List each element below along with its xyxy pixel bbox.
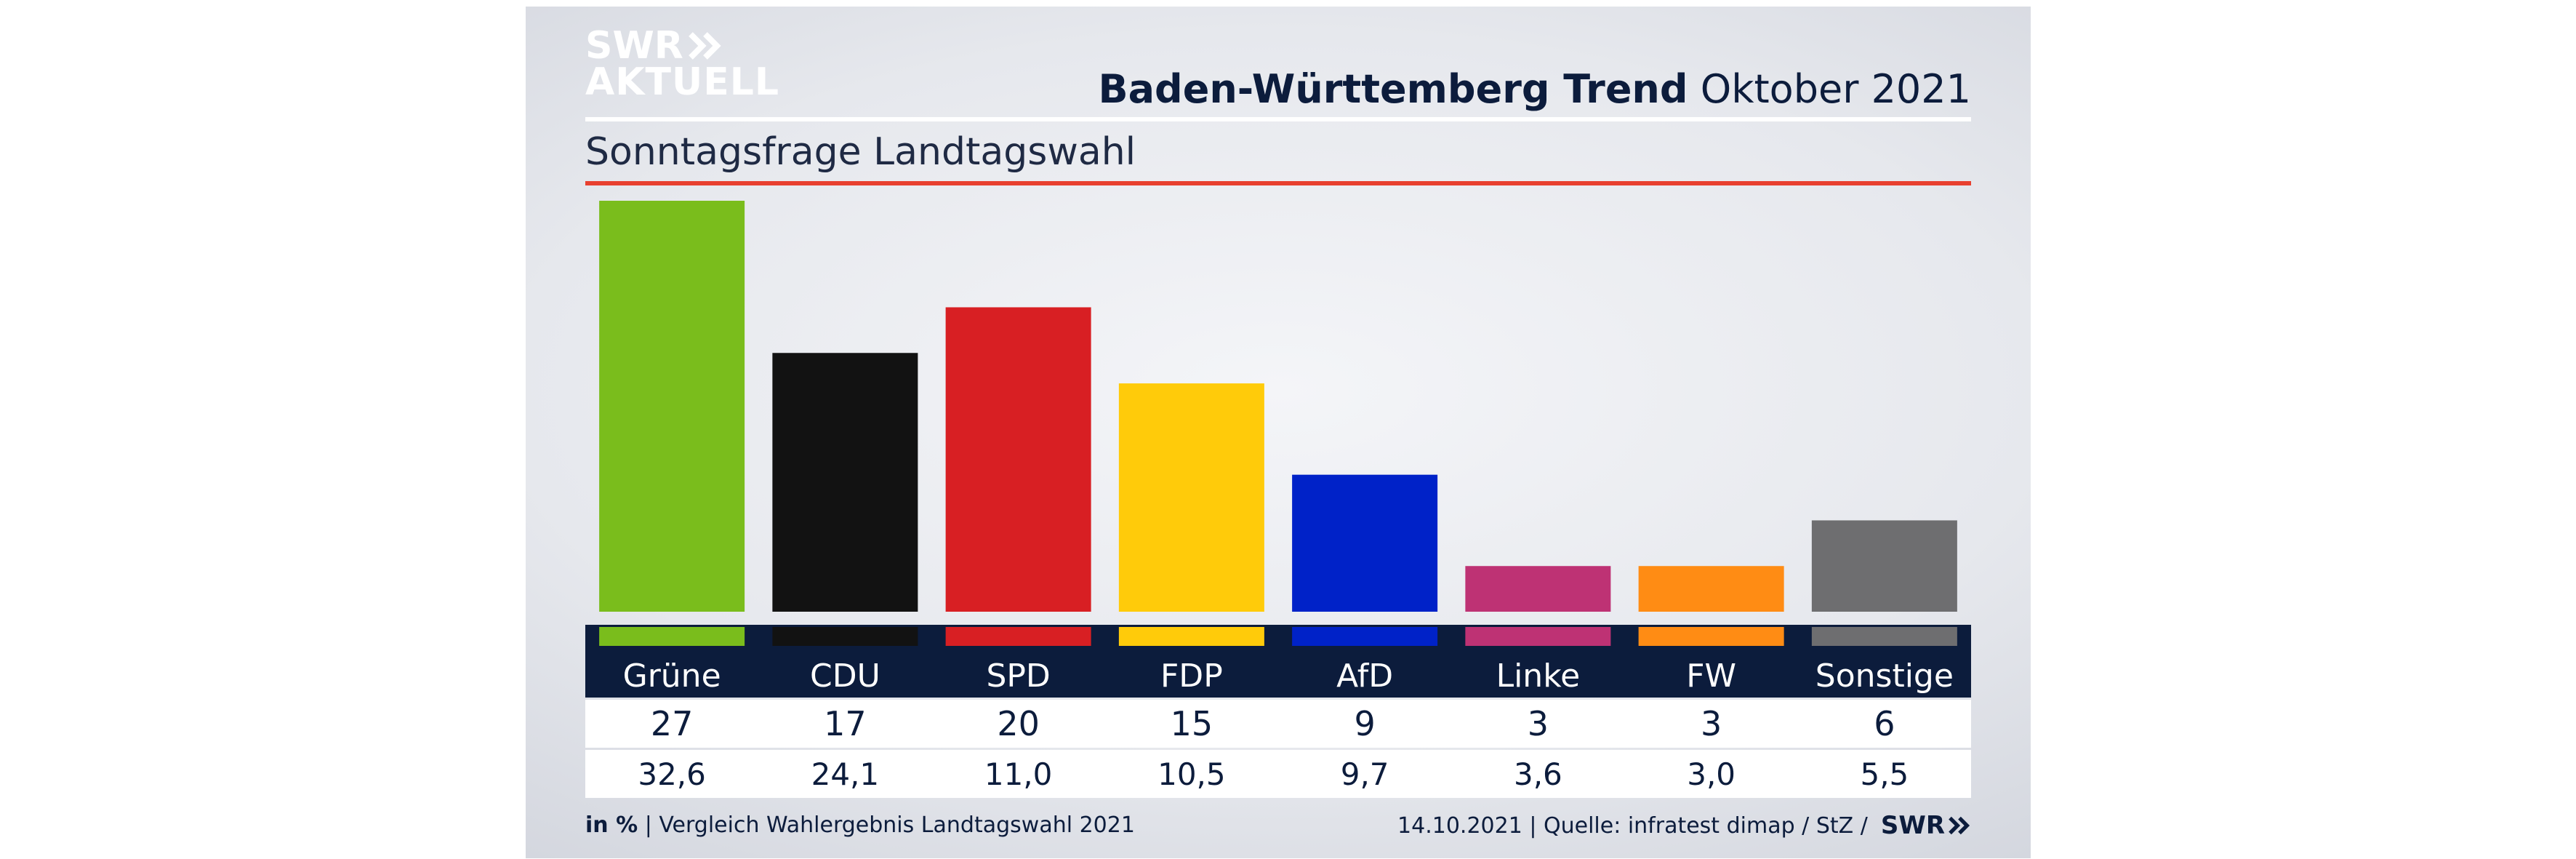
value-label: 27: [651, 704, 694, 743]
value-label: 9: [1354, 704, 1375, 743]
footer-left-text: | Vergleich Wahlergebnis Landtagswahl 20…: [638, 812, 1135, 838]
comparison-label: 10,5: [1157, 756, 1226, 792]
category-label: CDU: [810, 658, 880, 695]
chevron-double-icon: [1949, 816, 1970, 835]
comparison-label: 9,7: [1341, 756, 1389, 792]
title-rest: Oktober 2021: [1700, 66, 1971, 112]
color-strip-fdp: [1118, 627, 1264, 646]
title-bold: Baden-Württemberg Trend: [1098, 66, 1688, 112]
comparison-label: 3,6: [1514, 756, 1562, 792]
bar-grüne: [599, 201, 745, 612]
value-label: 3: [1528, 704, 1549, 743]
bar-afd: [1292, 474, 1438, 612]
footer-brand: SWR: [1881, 811, 1971, 840]
category-label: SPD: [986, 658, 1050, 695]
swr-aktuell-logo: SWR AKTUELL: [585, 27, 779, 101]
color-strip-afd: [1292, 627, 1438, 646]
footer-unit: in %: [585, 812, 638, 838]
chart-subtitle: Sonntagsfrage Landtagswahl: [585, 130, 1136, 174]
color-strip-grüne: [599, 627, 745, 646]
category-label: FW: [1686, 658, 1736, 695]
color-strip-spd: [945, 627, 1091, 646]
category-label: AfD: [1336, 658, 1393, 695]
color-strip-sonstige: [1811, 627, 1957, 646]
header-divider: [585, 117, 1971, 121]
comparison-row: [585, 750, 1971, 798]
bar-linke: [1465, 566, 1611, 612]
bar-chart: Grüne CDU SPD FDP AfD Linke FW Sonstige 27 17 20 1…: [599, 201, 1957, 792]
comparison-label: 3,0: [1687, 756, 1736, 792]
bar-fdp: [1118, 383, 1264, 612]
comparison-label: 24,1: [811, 756, 880, 792]
logo-line1: SWR: [585, 24, 683, 68]
category-label: FDP: [1160, 658, 1223, 695]
comparison-label: 32,6: [638, 756, 706, 792]
values-row: [585, 700, 1971, 748]
value-label: 15: [1171, 704, 1213, 743]
bar-cdu: [772, 353, 918, 612]
footer-right-text: 14.10.2021 | Quelle: infratest dimap / S…: [1397, 812, 1868, 839]
page-title: Baden-Württemberg Trend Oktober 2021: [1098, 66, 1971, 112]
footer-note: in % | Vergleich Wahlergebnis Landtagswa…: [585, 812, 1135, 838]
bar-sonstige: [1811, 520, 1957, 612]
footer-brand-text: SWR: [1880, 811, 1945, 840]
color-strip-linke: [1465, 627, 1611, 646]
chart-card: SWR AKTUELL Baden-Württemberg Trend Okto…: [526, 7, 2031, 858]
subtitle-divider: [585, 181, 1971, 185]
footer-source: 14.10.2021 | Quelle: infratest dimap / S…: [1397, 811, 1971, 840]
category-label: Linke: [1496, 658, 1581, 695]
category-label: Sonstige: [1815, 658, 1954, 695]
logo-line2: AKTUELL: [585, 60, 780, 104]
value-label: 20: [997, 704, 1040, 743]
value-label: 17: [824, 704, 867, 743]
chevron-double-icon: [689, 32, 721, 60]
comparison-label: 11,0: [984, 756, 1053, 792]
color-strip-fw: [1638, 627, 1784, 646]
bar-spd: [945, 307, 1091, 612]
value-label: 6: [1874, 704, 1895, 743]
category-label: Grüne: [623, 658, 721, 695]
color-strip-cdu: [772, 627, 918, 646]
value-label: 3: [1701, 704, 1722, 743]
bar-fw: [1638, 566, 1784, 612]
comparison-label: 5,5: [1860, 756, 1909, 792]
